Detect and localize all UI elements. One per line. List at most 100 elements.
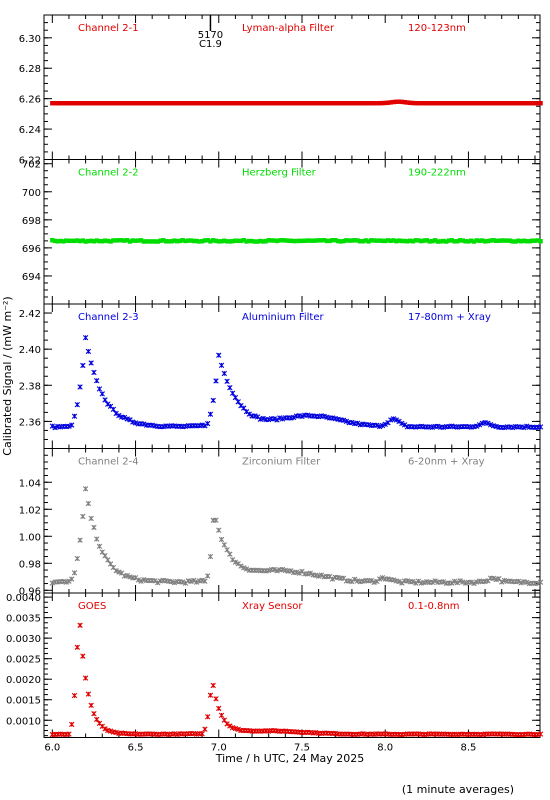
data-point [424, 238, 430, 243]
data-point [55, 101, 61, 106]
data-point [141, 101, 147, 106]
data-point [477, 238, 482, 243]
data-point [324, 238, 330, 244]
data-point [149, 239, 155, 244]
data-point [213, 696, 219, 702]
data-point [421, 101, 427, 106]
x-tick-label: 7.5 [294, 743, 310, 754]
data-point [94, 378, 100, 384]
data-point [269, 101, 274, 106]
data-point [480, 101, 485, 106]
data-point [83, 239, 88, 244]
data-point [102, 397, 108, 403]
data-point [410, 578, 416, 585]
data-point [172, 101, 177, 106]
x-tick-label: 8.5 [460, 743, 476, 754]
data-point [247, 238, 252, 244]
data-point [274, 101, 280, 106]
data-point [415, 578, 422, 584]
series-points [49, 486, 544, 587]
data-point [91, 710, 97, 717]
data-point [94, 238, 99, 243]
data-point [274, 238, 280, 244]
data-point [405, 100, 410, 105]
data-point [72, 238, 77, 244]
data-point [111, 238, 116, 243]
data-point [368, 577, 375, 584]
data-point [380, 100, 385, 106]
data-point [94, 536, 100, 542]
data-point [290, 414, 297, 421]
channel-label: Channel 2-1 [78, 23, 139, 34]
data-point [152, 578, 158, 584]
data-point [69, 238, 74, 243]
data-point [113, 568, 119, 574]
data-point [521, 101, 527, 106]
data-point [346, 238, 352, 243]
data-point [69, 101, 74, 106]
data-point [394, 99, 399, 104]
y-tick-label: 694 [22, 272, 41, 283]
data-point [91, 524, 97, 531]
data-point [204, 420, 211, 427]
data-point [537, 731, 544, 737]
data-point [96, 386, 103, 392]
data-point [188, 101, 194, 106]
data-point [318, 572, 325, 578]
data-point [355, 238, 360, 243]
y-tick-label: 6.22 [19, 156, 41, 167]
data-point [430, 101, 435, 106]
data-point [116, 238, 122, 243]
series-points [49, 622, 544, 738]
data-point [105, 557, 111, 563]
data-point [216, 239, 221, 244]
data-point [271, 416, 277, 422]
data-point [208, 239, 213, 244]
data-point [82, 486, 89, 492]
data-point [399, 420, 405, 427]
data-point [346, 101, 352, 106]
data-point [385, 100, 391, 105]
data-point [535, 101, 540, 106]
chart-panels: 6.22 6.24 6.26 6.28 6.30 Channel 2-1 Lyman-alp… [6, 14, 544, 738]
data-point [121, 414, 128, 421]
y-tick-label: 6.24 [19, 125, 41, 136]
data-point [88, 101, 94, 106]
data-point [83, 101, 88, 106]
data-point [71, 413, 78, 419]
data-point [235, 399, 241, 405]
data-point [266, 101, 271, 106]
data-point [371, 238, 377, 243]
data-point [369, 101, 374, 106]
data-point [527, 239, 532, 244]
data-point [180, 237, 185, 243]
data-point [354, 420, 361, 426]
data-point [244, 239, 249, 244]
data-point [313, 101, 319, 106]
y-tick-label: 700 [22, 188, 41, 199]
data-point [258, 238, 263, 244]
data-point [105, 101, 111, 106]
data-point [218, 712, 225, 718]
data-point [238, 563, 244, 569]
data-point [344, 238, 349, 243]
data-point [71, 570, 78, 576]
data-point [463, 239, 468, 244]
data-point [241, 405, 247, 411]
data-point [149, 101, 155, 106]
data-point [327, 238, 332, 244]
data-point [244, 101, 249, 106]
data-point [194, 101, 199, 106]
x-tick-label: 6.0 [44, 743, 60, 754]
data-point [369, 238, 374, 243]
data-point [152, 239, 158, 244]
data-point [308, 101, 313, 106]
data-point [352, 101, 357, 106]
data-point [507, 238, 513, 243]
data-point [355, 101, 360, 106]
data-point [297, 101, 302, 106]
data-point [141, 421, 147, 427]
data-point [127, 101, 133, 106]
data-point [396, 578, 402, 585]
data-point [136, 101, 141, 106]
